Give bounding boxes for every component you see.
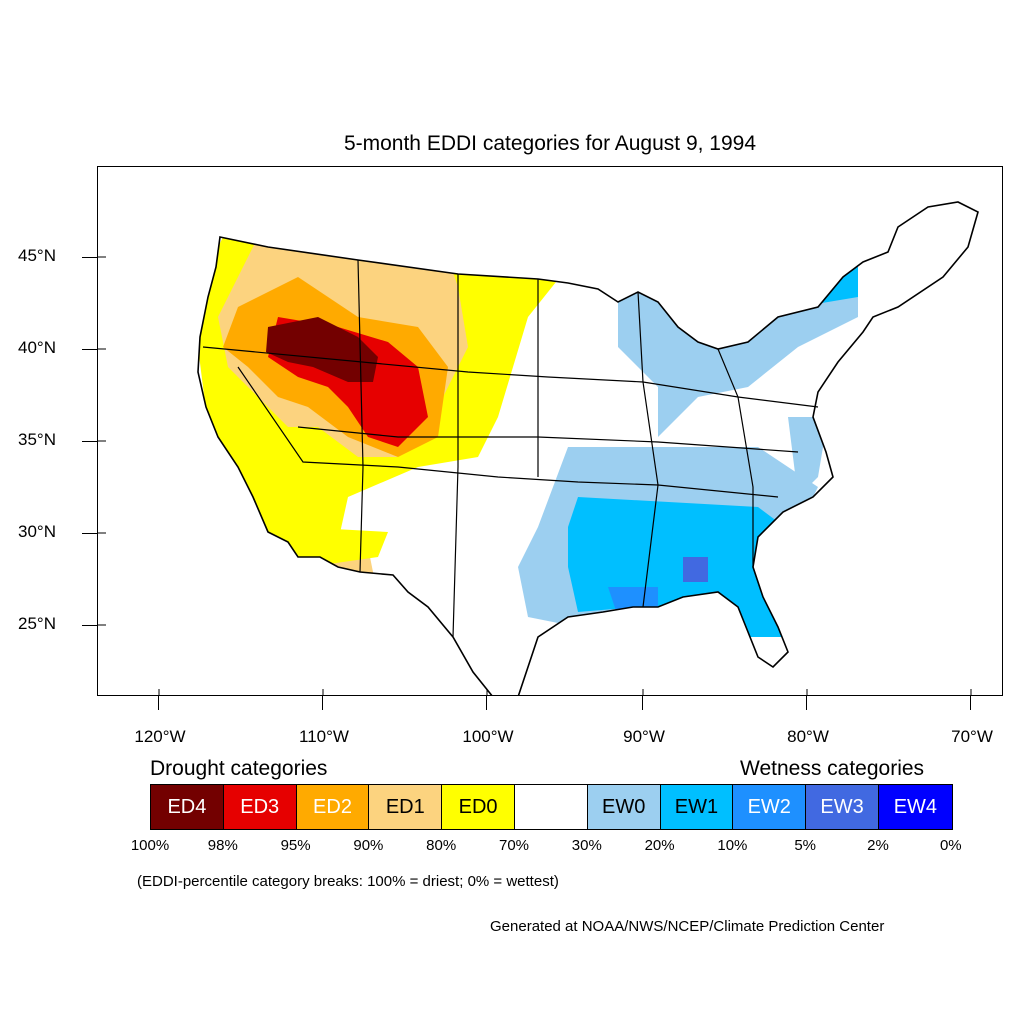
lon-tick xyxy=(322,696,323,710)
lat-tick xyxy=(82,257,97,258)
lon-label-70: 70°W xyxy=(951,727,993,746)
lat-label-30: 30°N xyxy=(18,522,56,541)
lat-tick xyxy=(82,349,97,350)
legend-cell-ed0: ED0 xyxy=(442,785,515,829)
lon-label-90: 90°W xyxy=(623,727,665,746)
drought-heading: Drought categories xyxy=(150,757,328,780)
lon-tick xyxy=(806,696,807,710)
legend-break-label: 20% xyxy=(644,837,675,854)
lat-label-40: 40°N xyxy=(18,338,56,357)
legend-break-label: 98% xyxy=(207,837,238,854)
legend-break-label: 100% xyxy=(130,837,170,854)
lon-tick xyxy=(486,696,487,710)
legend-cell-ed2: ED2 xyxy=(296,785,370,829)
legend-colorbar: ED4 ED3 ED2 ED1 ED0 EW0 EW1 EW2 EW3 EW4 xyxy=(150,784,953,830)
eddi-map xyxy=(98,201,979,695)
legend-cell-ew4: EW4 xyxy=(878,785,952,829)
legend-break-label: 70% xyxy=(498,837,530,854)
lat-label-35: 35°N xyxy=(18,430,56,449)
legend-break-label: 5% xyxy=(794,837,817,854)
map-title: 5-month EDDI categories for August 9, 19… xyxy=(343,132,757,155)
legend-break-label: 10% xyxy=(717,837,748,854)
legend-cell-ew1: EW1 xyxy=(660,785,734,829)
legend-cell-neutral xyxy=(514,785,588,829)
lat-label-45: 45°N xyxy=(18,246,56,265)
lat-tick xyxy=(82,441,97,442)
legend-cell-ed4: ED4 xyxy=(151,785,224,829)
lon-label-120: 120°W xyxy=(134,727,186,746)
lat-tick xyxy=(82,533,97,534)
legend-break-label: 2% xyxy=(867,837,889,854)
legend-cell-ed1: ED1 xyxy=(369,785,443,829)
lat-label-25: 25°N xyxy=(18,614,56,633)
map-panel xyxy=(97,166,1003,696)
lon-label-100: 100°W xyxy=(462,727,514,746)
legend-cell-ew0: EW0 xyxy=(587,785,661,829)
legend-cell-ew2: EW2 xyxy=(733,785,807,829)
lon-label-80: 80°W xyxy=(787,727,829,746)
boundaries xyxy=(197,201,979,695)
lon-tick xyxy=(158,696,159,710)
graticule-ticks xyxy=(98,256,972,695)
lon-tick xyxy=(642,696,643,710)
footnote: (EDDI-percentile category breaks: 100% =… xyxy=(137,873,559,890)
credit-line: Generated at NOAA/NWS/NCEP/Climate Predi… xyxy=(490,918,885,935)
lat-tick xyxy=(82,625,97,626)
legend-break-label: 80% xyxy=(426,837,457,854)
legend-break-label: 90% xyxy=(353,837,384,854)
legend-cell-ew3: EW3 xyxy=(806,785,879,829)
lon-label-110: 110°W xyxy=(299,727,349,746)
lon-tick xyxy=(970,696,971,710)
land-fill xyxy=(198,202,978,695)
legend-break-label: 95% xyxy=(280,837,311,854)
legend-cell-ed3: ED3 xyxy=(223,785,297,829)
wetness-heading: Wetness categories xyxy=(740,757,925,780)
legend-break-label: 0% xyxy=(939,837,962,854)
legend-break-label: 30% xyxy=(571,837,602,854)
